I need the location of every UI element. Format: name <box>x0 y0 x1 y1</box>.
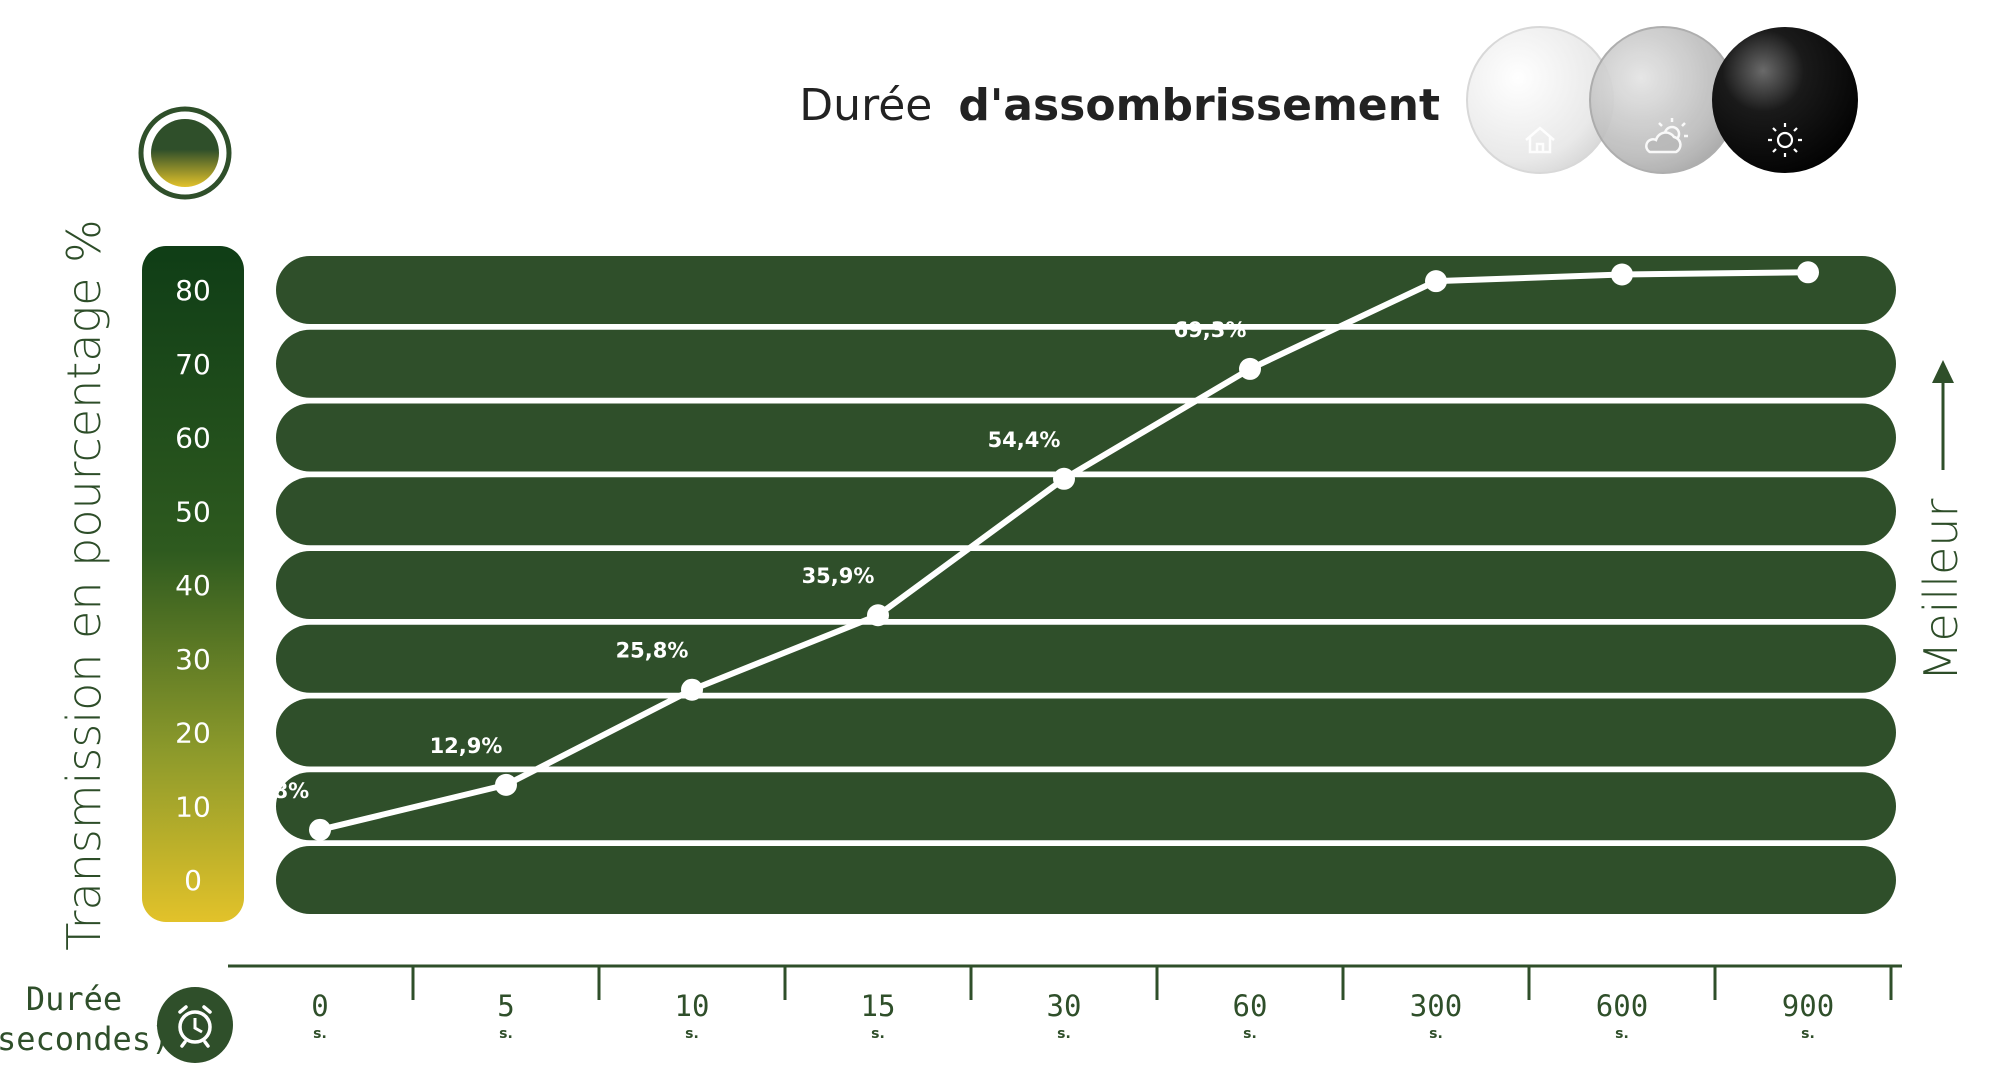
y-tick-label: 40 <box>175 569 211 602</box>
arrow-up-icon <box>1932 360 1954 383</box>
transmission-badge <box>138 106 232 200</box>
x-tick-label: 15 <box>861 989 896 1023</box>
x-tick-unit: s. <box>1429 1026 1443 1042</box>
data-point <box>1797 261 1819 284</box>
data-point <box>1053 467 1075 490</box>
lens-dark <box>1712 27 1858 173</box>
chart-title: Durée d'assombrissement <box>799 80 1440 131</box>
data-point <box>1425 270 1447 293</box>
chart-title-bold: d'assombrissement <box>958 80 1440 131</box>
sun-icon <box>1768 123 1802 157</box>
data-label: 35,9% <box>802 564 875 588</box>
grid-band <box>276 256 1896 324</box>
x-axis-title-line2: (secondes) <box>0 1020 170 1058</box>
data-point <box>309 818 331 841</box>
cloud-sun-icon <box>1645 118 1688 154</box>
grid-band <box>276 477 1896 546</box>
data-label: 12,9% <box>430 734 503 758</box>
data-point <box>495 773 517 796</box>
grid-band <box>276 846 1896 914</box>
data-label: 54,4% <box>988 428 1061 452</box>
lens-illustrations <box>1466 26 1858 174</box>
grid-band <box>276 551 1896 619</box>
alarm-clock-icon <box>157 987 233 1063</box>
better-label: Meilleur <box>1914 499 1968 682</box>
x-tick-label: 900 <box>1782 989 1834 1023</box>
x-tick-label: 5 <box>497 989 514 1023</box>
data-label: 69,3% <box>1174 318 1247 342</box>
x-tick-unit: s. <box>1801 1026 1815 1042</box>
x-tick-unit: s. <box>1243 1026 1257 1042</box>
data-point <box>681 678 703 701</box>
x-tick-unit: s. <box>499 1026 513 1042</box>
x-tick-label: 600 <box>1596 989 1648 1023</box>
data-label: 82,4% <box>1732 221 1805 245</box>
home-icon <box>1525 126 1555 154</box>
x-tick-unit: s. <box>313 1026 327 1042</box>
x-tick-label: 60 <box>1233 989 1268 1023</box>
grid-band <box>276 698 1896 767</box>
y-tick-label: 60 <box>175 422 211 455</box>
y-tick-column <box>142 246 244 922</box>
x-tick-label: 300 <box>1410 989 1462 1023</box>
data-point <box>867 604 889 627</box>
x-tick-label: 30 <box>1047 989 1082 1023</box>
y-tick-label: 20 <box>175 717 211 750</box>
data-labels: 6,8% 12,9% 25,8% 35,9% 54,4% 69,3% 81,2% 82,1% 8… <box>251 221 1805 803</box>
x-tick-unit: s. <box>1615 1026 1629 1042</box>
y-tick-label: 50 <box>175 495 211 528</box>
data-points <box>309 261 1819 841</box>
x-tick-label: 0 <box>311 989 328 1023</box>
grid-band <box>276 403 1896 472</box>
better-indicator: Meilleur <box>1914 360 1968 681</box>
y-tick-label: 70 <box>175 348 211 381</box>
data-label: 81,2% <box>1360 230 1433 254</box>
grid-band <box>276 772 1896 841</box>
data-label: 6,8% <box>251 779 309 803</box>
grid-band <box>276 329 1896 398</box>
x-tick-unit: s. <box>685 1026 699 1042</box>
data-point <box>1239 357 1261 380</box>
grid-bands <box>276 256 1896 914</box>
data-label: 25,8% <box>616 639 689 663</box>
grid-band <box>276 624 1896 693</box>
y-tick-label: 0 <box>184 864 202 897</box>
x-axis: 0 s. 5 s. 10 s. 15 s. 30 s. 60 s. 300 s. 600 s. 900 s. <box>228 964 1902 1042</box>
y-tick-labels: 0 10 20 30 40 50 60 70 80 <box>175 274 211 897</box>
y-tick-label: 30 <box>175 643 211 676</box>
y-tick-label: 10 <box>175 790 211 823</box>
x-tick-unit: s. <box>1057 1026 1071 1042</box>
data-point <box>1611 263 1633 286</box>
x-tick-label: 10 <box>675 989 710 1023</box>
x-tick-unit: s. <box>871 1026 885 1042</box>
x-axis-title-line1: Durée <box>26 980 122 1018</box>
data-label: 82,1% <box>1546 224 1619 248</box>
chart-title-light: Durée <box>799 80 932 131</box>
y-tick-label: 80 <box>175 274 211 307</box>
y-axis-label: Transmission en pourcentage % <box>57 219 111 950</box>
